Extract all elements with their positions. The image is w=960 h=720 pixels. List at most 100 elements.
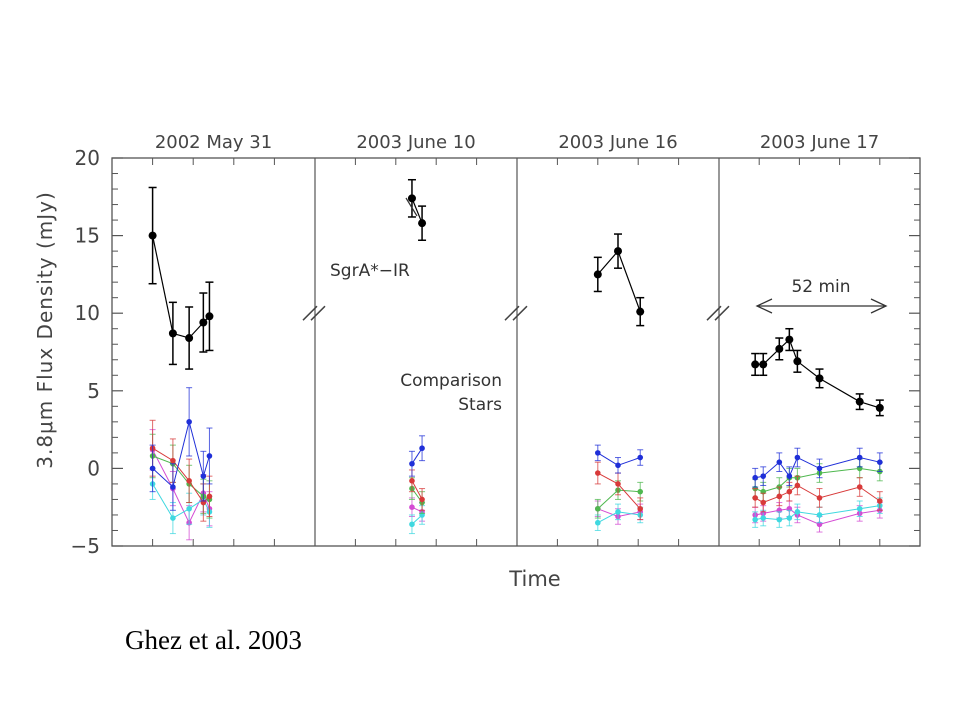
break-stroke <box>706 305 722 321</box>
data-point <box>752 495 758 501</box>
data-marks <box>148 178 884 541</box>
data-point <box>206 453 213 459</box>
data-point <box>816 512 823 518</box>
y-axis-label: 3.8μm Flux Density (mJy) <box>33 191 57 469</box>
y-tick-label: 15 <box>75 224 100 248</box>
data-point <box>170 484 176 490</box>
sgra-pointer <box>405 197 418 217</box>
axis-break-mark <box>706 305 730 321</box>
y-tick-label: −5 <box>71 534 100 558</box>
series-c2 <box>594 461 644 521</box>
series-SgrA <box>593 233 645 327</box>
break-stroke <box>512 305 528 321</box>
figure-credit: Ghez et al. 2003 <box>125 625 302 655</box>
data-point <box>793 357 802 366</box>
data-point <box>407 194 416 203</box>
series-SgrA <box>148 186 214 370</box>
data-point <box>760 473 767 479</box>
series-line <box>411 447 423 464</box>
series-c1 <box>408 435 426 477</box>
data-point <box>168 329 177 338</box>
data-point <box>170 515 176 521</box>
data-point <box>877 498 883 504</box>
data-point <box>205 312 214 321</box>
data-point <box>595 505 601 512</box>
axis-break-mark <box>504 305 528 321</box>
data-point <box>199 318 208 327</box>
data-point <box>785 335 794 344</box>
data-point <box>816 465 823 472</box>
x-axis-ticks <box>152 158 881 546</box>
y-tick-label: 10 <box>75 301 100 325</box>
data-point <box>595 519 601 526</box>
data-point <box>751 360 760 369</box>
data-point <box>186 478 192 484</box>
series-c1 <box>149 387 213 511</box>
data-point <box>856 505 863 512</box>
data-point <box>636 307 645 316</box>
y-axis-ticks: −5 0 5 10 15 20 <box>71 146 920 558</box>
data-point <box>786 515 793 521</box>
data-point <box>855 397 864 406</box>
series-line <box>754 484 881 504</box>
data-point <box>759 360 768 369</box>
data-point <box>794 509 801 515</box>
data-point <box>856 484 863 490</box>
y-tick-label: 5 <box>87 379 100 403</box>
data-point <box>877 459 883 465</box>
data-point <box>409 521 415 528</box>
panel-label: 2003 June 17 <box>760 132 879 153</box>
data-point <box>409 460 415 467</box>
data-point <box>786 488 793 495</box>
data-point <box>794 454 801 461</box>
data-point <box>185 334 194 343</box>
panel-labels: 2002 May 31 2003 June 10 2003 June 16 2003 … <box>155 132 879 153</box>
data-point <box>615 462 621 469</box>
data-point <box>775 344 784 353</box>
data-point <box>409 478 415 484</box>
data-point <box>148 231 157 240</box>
series-line <box>411 480 423 500</box>
axis-break-mark <box>302 305 326 321</box>
data-point <box>794 482 801 489</box>
data-point <box>418 219 427 228</box>
data-point <box>760 515 767 521</box>
data-point <box>875 403 884 412</box>
y-tick-label: 20 <box>75 146 100 170</box>
break-stroke <box>714 305 730 321</box>
axis-break-marks <box>302 305 730 321</box>
data-point <box>593 270 602 279</box>
data-point <box>149 465 156 472</box>
series-c1 <box>594 444 644 474</box>
data-point <box>419 445 425 452</box>
break-stroke <box>504 305 520 321</box>
data-point <box>776 459 783 465</box>
series-c1 <box>752 447 883 488</box>
data-point <box>752 474 758 481</box>
break-stroke <box>302 305 318 321</box>
data-point <box>760 499 767 506</box>
data-point <box>186 505 192 512</box>
data-point <box>170 457 176 464</box>
panel-label: 2003 June 10 <box>356 132 475 153</box>
series-SgrA <box>407 178 427 242</box>
duration-label: 52 min <box>791 277 850 297</box>
data-point <box>776 493 783 500</box>
y-tick-label: 0 <box>87 456 100 480</box>
panel-dividers <box>314 158 720 546</box>
comparison-annotation-line1: Comparison <box>400 371 502 391</box>
data-point <box>786 473 793 479</box>
data-point <box>752 516 758 523</box>
data-point <box>595 470 601 476</box>
series-SgrA <box>751 327 884 417</box>
series-line <box>755 456 880 479</box>
data-point <box>637 505 644 512</box>
data-point <box>815 374 824 383</box>
data-point <box>206 493 213 500</box>
data-point <box>419 496 425 503</box>
data-point <box>200 473 207 479</box>
data-point <box>615 481 621 487</box>
break-stroke <box>310 305 326 321</box>
data-point <box>614 247 622 256</box>
